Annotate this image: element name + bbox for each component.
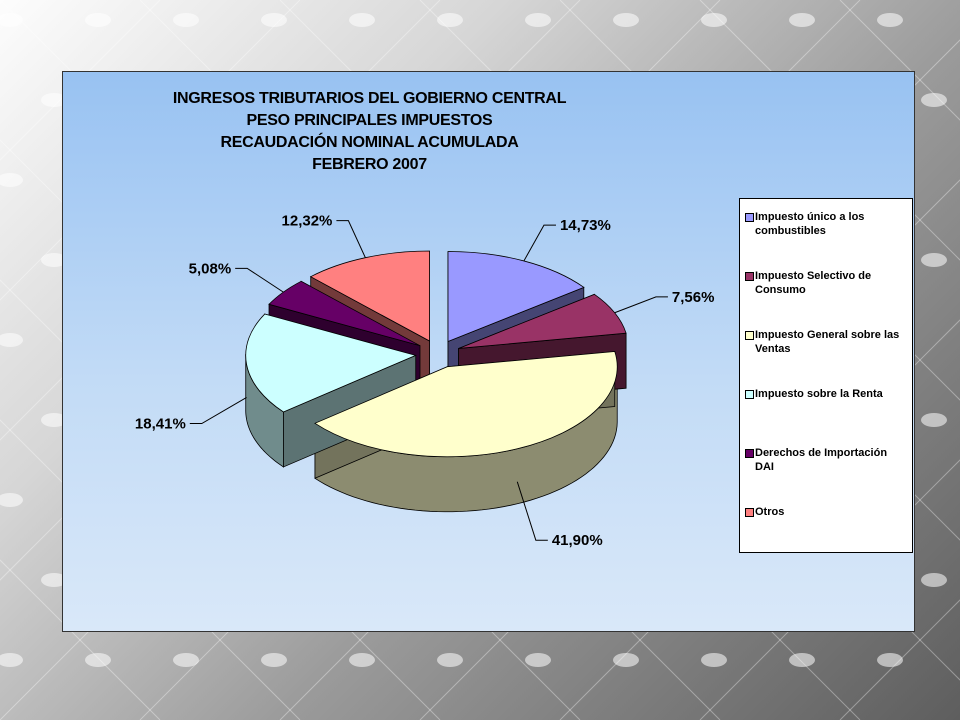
slice-label: 14,73% bbox=[560, 217, 611, 234]
bg-dot bbox=[525, 13, 551, 27]
slice-label: 18,41% bbox=[135, 415, 186, 432]
bg-dot bbox=[0, 653, 23, 667]
bg-dot bbox=[437, 653, 463, 667]
pie-slice bbox=[245, 313, 417, 413]
legend-item: Impuesto único a los combustibles bbox=[745, 210, 908, 269]
bg-dot bbox=[921, 413, 947, 427]
legend-item: Derechos de Importación DAI bbox=[745, 446, 908, 505]
legend-swatch bbox=[745, 331, 754, 340]
chart-title-line-1: INGRESOS TRIBUTARIOS DEL GOBIERNO CENTRA… bbox=[172, 90, 567, 107]
chart-legend: Impuesto único a los combustibles Impuest… bbox=[739, 198, 913, 553]
bg-dot bbox=[0, 493, 23, 507]
bg-dot bbox=[261, 653, 287, 667]
bg-dot bbox=[0, 13, 23, 27]
bg-line bbox=[0, 559, 161, 720]
slice-label: 7,56% bbox=[672, 289, 715, 306]
legend-swatch bbox=[745, 449, 754, 458]
slice-label: 12,32% bbox=[282, 213, 333, 230]
pie-slice bbox=[314, 351, 618, 458]
pie-tops bbox=[245, 250, 627, 458]
bg-dot bbox=[701, 13, 727, 27]
pie-slice bbox=[268, 280, 421, 347]
legend-item: Impuesto Selectivo de Consumo bbox=[745, 269, 908, 328]
bg-dot bbox=[701, 653, 727, 667]
chart-title: INGRESOS TRIBUTARIOS DEL GOBIERNO CENTRA… bbox=[63, 88, 916, 176]
bg-line bbox=[0, 0, 161, 161]
leader-line bbox=[614, 296, 668, 314]
bg-dot bbox=[789, 13, 815, 27]
pie-slice bbox=[458, 293, 627, 349]
legend-item: Otros bbox=[745, 505, 908, 564]
bg-dot bbox=[877, 13, 903, 27]
bg-dot bbox=[85, 13, 111, 27]
bg-dot bbox=[437, 13, 463, 27]
bg-dot bbox=[877, 653, 903, 667]
bg-dot bbox=[349, 653, 375, 667]
slice-label: 41,90% bbox=[552, 532, 603, 549]
chart-title-line-3: RECAUDACIÓN NOMINAL ACUMULADA bbox=[220, 134, 519, 151]
bg-dot bbox=[41, 573, 67, 587]
bg-dot bbox=[921, 93, 947, 107]
slice-label: 5,08% bbox=[189, 260, 232, 277]
pie-chart: 14,73% 7,56% 41,90% 18,41% 5,08% 12,32% bbox=[135, 213, 715, 550]
bg-dot bbox=[525, 653, 551, 667]
leader-line bbox=[336, 220, 366, 258]
legend-swatch bbox=[745, 272, 754, 281]
legend-label: Impuesto General sobre las Ventas bbox=[755, 329, 900, 355]
bg-dot bbox=[173, 653, 199, 667]
bg-dot bbox=[349, 13, 375, 27]
legend-swatch bbox=[745, 390, 754, 399]
bg-dot bbox=[613, 653, 639, 667]
legend-swatch bbox=[745, 508, 754, 517]
bg-dot bbox=[613, 13, 639, 27]
pie-slice bbox=[447, 251, 585, 343]
legend-item: Impuesto General sobre las Ventas bbox=[745, 328, 908, 387]
legend-label: Impuesto sobre la Renta bbox=[755, 388, 883, 400]
bg-dot bbox=[85, 653, 111, 667]
pie-labels: 14,73% 7,56% 41,90% 18,41% 5,08% 12,32% bbox=[135, 213, 715, 550]
bg-dot bbox=[921, 573, 947, 587]
leader-line bbox=[516, 481, 548, 541]
bg-dot bbox=[41, 413, 67, 427]
bg-dot bbox=[789, 653, 815, 667]
bg-dot bbox=[261, 13, 287, 27]
leader-line bbox=[235, 267, 284, 293]
legend-label: Derechos de Importación DAI bbox=[755, 447, 888, 473]
legend-swatch bbox=[745, 213, 754, 222]
bg-dot bbox=[921, 253, 947, 267]
legend-label: Otros bbox=[755, 506, 785, 518]
legend-item: Impuesto sobre la Renta bbox=[745, 387, 908, 446]
chart-title-line-2: PESO PRINCIPALES IMPUESTOS bbox=[246, 112, 493, 129]
pie-slice bbox=[309, 250, 430, 342]
legend-label: Impuesto único a los combustibles bbox=[755, 211, 865, 237]
chart-title-line-4: FEBRERO 2007 bbox=[312, 156, 427, 173]
bg-dot bbox=[41, 93, 67, 107]
bg-dot bbox=[0, 173, 23, 187]
leader-line bbox=[189, 397, 247, 424]
bg-dot bbox=[0, 333, 23, 347]
chart-panel: INGRESOS TRIBUTARIOS DEL GOBIERNO CENTRA… bbox=[62, 71, 915, 632]
bg-dot bbox=[173, 13, 199, 27]
leader-line bbox=[523, 224, 556, 262]
legend-label: Impuesto Selectivo de Consumo bbox=[755, 270, 872, 296]
bg-dot bbox=[41, 253, 67, 267]
